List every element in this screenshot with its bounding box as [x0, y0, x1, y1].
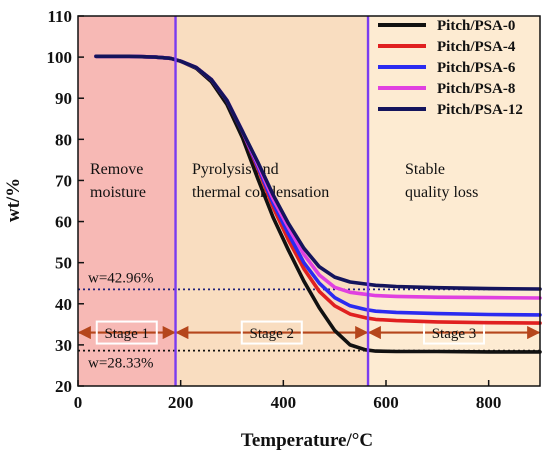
y-tick-label-5: 60	[55, 213, 72, 232]
legend-label-3: Pitch/PSA-6	[437, 60, 516, 76]
legend-label-4: Pitch/PSA-8	[437, 81, 515, 97]
region-label-2-line-2: thermal condensation	[192, 184, 329, 201]
y-tick-label-1: 20	[55, 377, 72, 396]
y-tick-label-8: 90	[55, 89, 72, 108]
stage-label-3: Stage 3	[432, 326, 477, 342]
y-tick-label-9: 100	[47, 48, 73, 67]
y-tick-label-4: 50	[55, 254, 72, 273]
legend-label-5: Pitch/PSA-12	[437, 102, 523, 118]
x-tick-label-3: 400	[271, 393, 297, 412]
stage-box-2	[240, 320, 303, 345]
x-axis-ticks: 0 200 400 600 800	[74, 380, 502, 412]
y-tick-label-7: 80	[55, 130, 72, 149]
x-tick-label-5: 800	[476, 393, 502, 412]
x-tick-label-2: 200	[168, 393, 194, 412]
x-axis-label: Temperature/°C	[241, 430, 373, 451]
stage-arrows: Stage 1 Stage 2 Stage 3	[77, 320, 541, 345]
y-axis-label: wt/%	[3, 178, 24, 222]
legend-label-1: Pitch/PSA-0	[437, 18, 515, 34]
region-label-1-line-2: moisture	[90, 184, 146, 201]
stage-box-1	[95, 320, 158, 345]
y-tick-label-2: 30	[55, 336, 72, 355]
y-tick-label-3: 40	[55, 295, 72, 314]
x-tick-label-4: 600	[373, 393, 399, 412]
reference-label-1: w=42.96%	[88, 270, 154, 286]
y-tick-label-6: 70	[55, 171, 72, 190]
legend: Pitch/PSA-0 Pitch/PSA-4 Pitch/PSA-6 Pitch/P…	[378, 18, 523, 118]
region-label-3-line-2: quality loss	[405, 184, 478, 201]
region-label-1-line-1: Remove	[90, 161, 143, 178]
stage-label-1: Stage 1	[104, 326, 149, 342]
legend-label-2: Pitch/PSA-4	[437, 39, 516, 55]
x-tick-label-1: 0	[74, 393, 83, 412]
reference-label-2: w=28.33%	[88, 356, 154, 372]
stage-label-2: Stage 2	[249, 326, 294, 342]
stage-boundaries	[174, 16, 370, 386]
plot-frame	[77, 15, 541, 387]
region-bg-1	[78, 16, 176, 386]
y-axis-ticks: 20 30 40 50 60 70 80 90 100 110	[47, 7, 84, 396]
region-label-3-line-1: Stable	[405, 161, 445, 178]
y-tick-label-10: 110	[47, 7, 72, 26]
